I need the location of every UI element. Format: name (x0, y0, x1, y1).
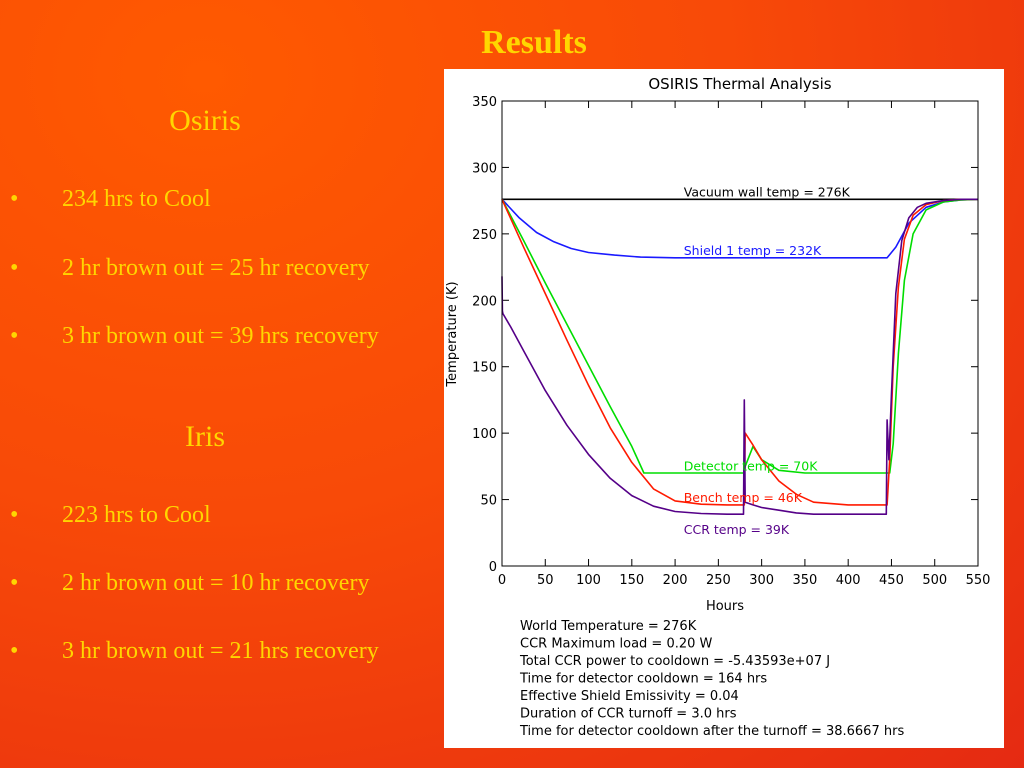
footnote-line: Time for detector cooldown = 164 hrs (519, 672, 767, 687)
axis-ticks: 0 50 100 150 200 250 300 350 400 450 500 550 0 50 100 1… (472, 95, 990, 588)
x-tick-label: 550 (966, 573, 991, 588)
y-tick-label: 0 (489, 560, 497, 575)
thermal-chart: OSIRIS Thermal Analysis Hours Temperatur… (444, 69, 1004, 748)
y-tick-label: 350 (472, 95, 497, 110)
y-tick-label: 150 (472, 361, 497, 376)
series-line-4 (501, 198, 978, 516)
y-tick-label: 250 (472, 228, 497, 243)
series-line-1 (501, 198, 979, 259)
x-tick-label: 0 (498, 573, 506, 588)
y-axis-label: Temperature (K) (445, 281, 460, 387)
y-tick-label: 300 (472, 161, 497, 176)
series-annotation: Shield 1 temp = 232K (684, 243, 822, 258)
x-tick-label: 500 (922, 573, 947, 588)
x-tick-label: 400 (836, 573, 861, 588)
series-lines (501, 198, 979, 516)
bullet-text: 234 hrs to Cool (62, 186, 211, 212)
x-tick-label: 250 (706, 573, 731, 588)
series-line-3 (501, 198, 978, 506)
x-tick-label: 100 (576, 573, 601, 588)
y-tick-label: 100 (472, 427, 497, 442)
bullet-glyph: • (10, 323, 19, 349)
thermal-chart-panel: OSIRIS Thermal Analysis Hours Temperatur… (444, 69, 1004, 748)
bullet-glyph: • (10, 186, 19, 212)
x-tick-label: 450 (879, 573, 904, 588)
footnote-line: Effective Shield Emissivity = 0.04 (520, 689, 739, 704)
chart-title: OSIRIS Thermal Analysis (648, 75, 831, 93)
bullet-glyph: • (10, 502, 19, 528)
plot-frame (501, 100, 979, 567)
footnote-line: Total CCR power to cooldown = -5.43593e+… (519, 654, 830, 669)
series-annotations: Vacuum wall temp = 276K Shield 1 temp = 2… (684, 185, 851, 537)
bullet-text: 2 hr brown out = 25 hr recovery (62, 255, 370, 281)
chart-background (444, 69, 1004, 748)
x-tick-label: 350 (792, 573, 817, 588)
bullet-text: 3 hr brown out = 21 hrs recovery (62, 638, 379, 664)
x-tick-label: 300 (749, 573, 774, 588)
bullet-glyph: • (10, 638, 19, 664)
chart-footnotes: World Temperature = 276K CCR Maximum load… (519, 619, 904, 739)
y-tick-label: 200 (472, 294, 497, 309)
series-annotation: Vacuum wall temp = 276K (684, 185, 851, 200)
footnote-line: CCR Maximum load = 0.20 W (520, 637, 713, 652)
bullet-glyph: • (10, 570, 19, 596)
series-annotation: Bench temp = 46K (684, 490, 803, 505)
bullet-text: 2 hr brown out = 10 hr recovery (62, 570, 370, 596)
footnote-line: World Temperature = 276K (520, 619, 697, 634)
y-tick-label: 50 (480, 494, 497, 509)
bullet-glyph: • (10, 255, 19, 281)
section-heading-osiris: Osiris (169, 104, 241, 137)
series-annotation: CCR temp = 39K (684, 522, 790, 537)
slide-title: Results (481, 24, 587, 61)
series-annotation: Detector temp = 70K (684, 458, 818, 473)
footnote-line: Time for detector cooldown after the tur… (519, 724, 904, 739)
bullet-text: 223 hrs to Cool (62, 502, 211, 528)
bullet-text: 3 hr brown out = 39 hrs recovery (62, 323, 379, 349)
x-tick-label: 150 (619, 573, 644, 588)
section-heading-iris: Iris (185, 420, 225, 453)
x-tick-label: 200 (663, 573, 688, 588)
x-axis-label: Hours (706, 599, 744, 614)
x-tick-label: 50 (537, 573, 554, 588)
footnote-line: Duration of CCR turnoff = 3.0 hrs (520, 707, 737, 722)
